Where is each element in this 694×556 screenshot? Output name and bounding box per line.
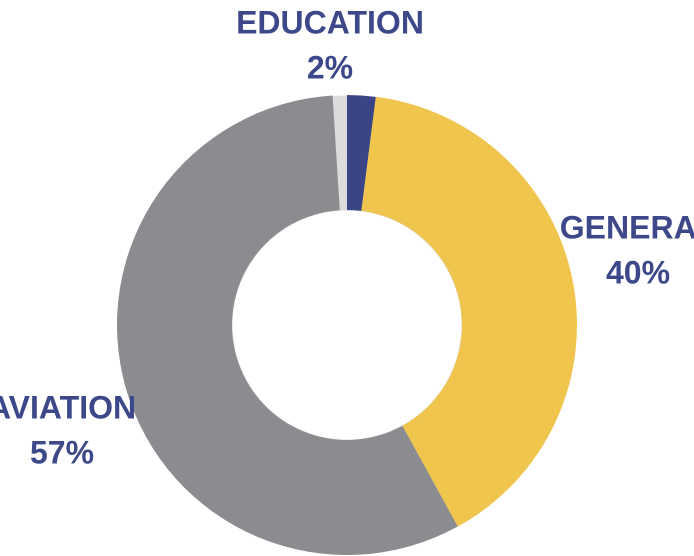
category-label: GENERAL xyxy=(560,209,694,245)
labels: EDUCATION 2% GENERAL 40% AVIATION 57% xyxy=(0,4,694,470)
category-label: AVIATION xyxy=(0,389,136,425)
value-label: 2% xyxy=(307,49,353,85)
chart: EDUCATION 2% GENERAL 40% AVIATION 57% xyxy=(0,0,694,556)
category-label: EDUCATION xyxy=(236,4,424,40)
value-label: 40% xyxy=(606,254,670,290)
value-label: 57% xyxy=(30,434,94,470)
